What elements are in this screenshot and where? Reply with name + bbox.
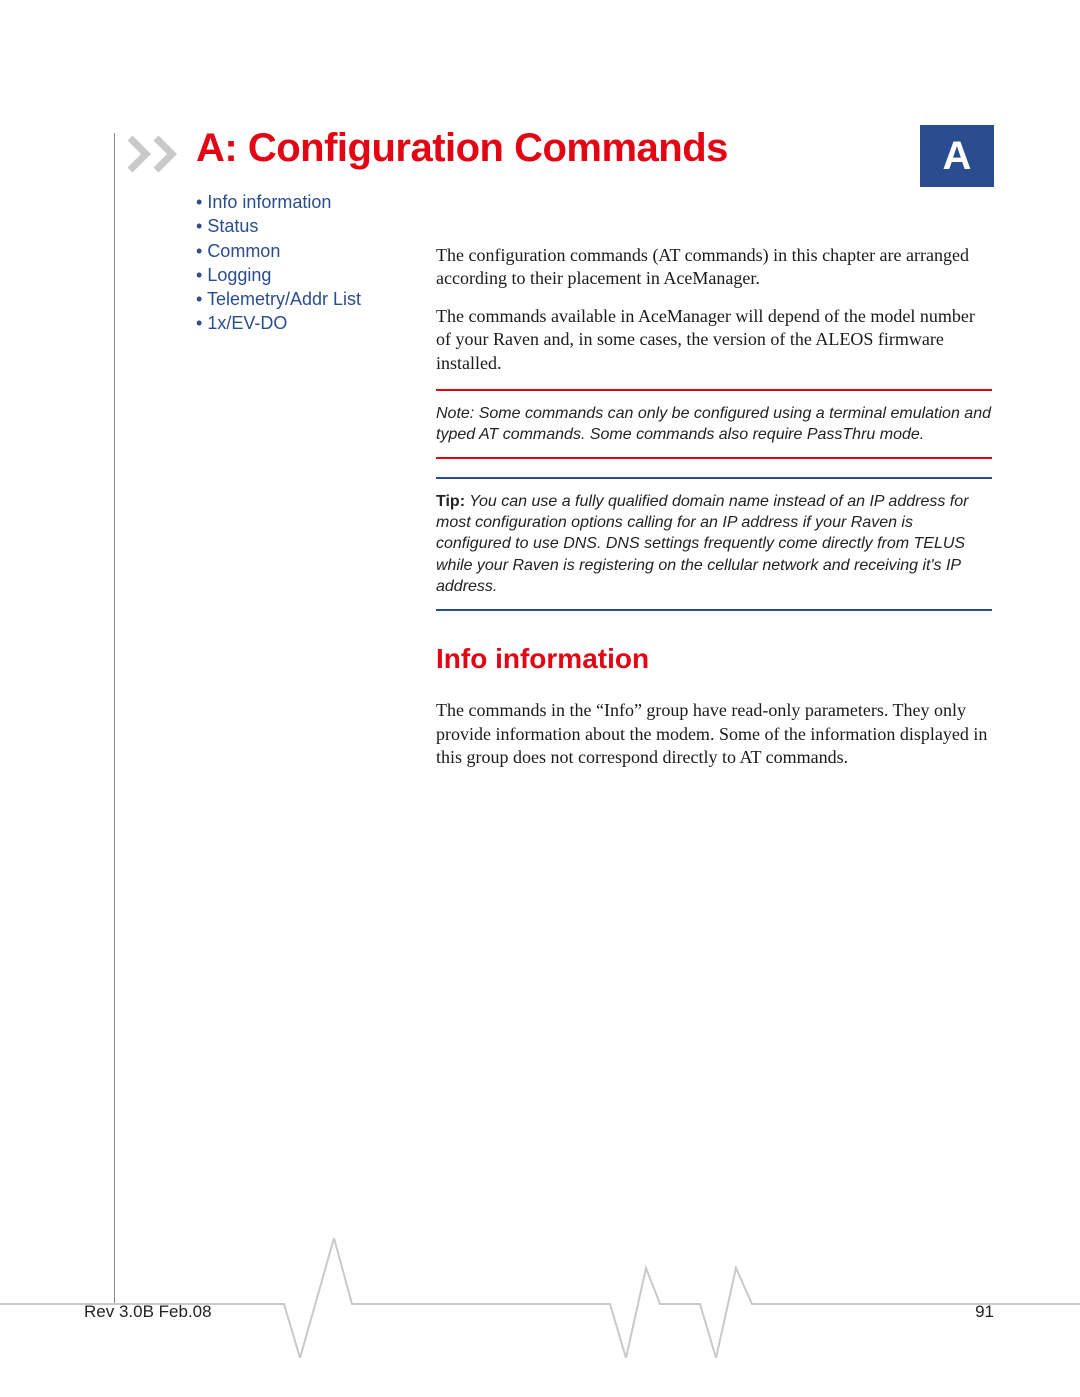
section-heading: Info information — [436, 641, 992, 677]
toc-item: Logging — [196, 263, 361, 287]
toc-link-1x-evdo[interactable]: 1x/EV-DO — [207, 313, 287, 333]
toc-link-status[interactable]: Status — [207, 216, 258, 236]
body-paragraph: The commands in the “Info” group have re… — [436, 699, 992, 769]
note-text: Some commands can only be configured usi… — [436, 405, 991, 443]
appendix-letter: A — [943, 134, 972, 179]
toc-item: Telemetry/Addr List — [196, 287, 361, 311]
chevron-right-icon — [126, 134, 188, 179]
footer: Rev 3.0B Feb.08 91 — [84, 1302, 994, 1322]
toc-item: Common — [196, 239, 361, 263]
note-callout: Note: Some commands can only be configur… — [436, 389, 992, 459]
tip-text: You can use a fully qualified domain nam… — [436, 493, 968, 594]
tip-callout: Tip: You can use a fully qualified domai… — [436, 477, 992, 611]
ekg-waveform-icon — [0, 1238, 1080, 1358]
body-column: The configuration commands (AT commands)… — [436, 244, 992, 783]
toc-item: 1x/EV-DO — [196, 311, 361, 335]
tip-label: Tip: — [436, 493, 465, 510]
body-paragraph: The commands available in AceManager wil… — [436, 305, 992, 375]
page-title: A: Configuration Commands — [196, 126, 728, 171]
appendix-tab: A — [920, 125, 994, 187]
note-label: Note: — [436, 405, 474, 422]
footer-rev: Rev 3.0B Feb.08 — [84, 1302, 212, 1322]
toc-link-info[interactable]: Info information — [207, 192, 331, 212]
vertical-gutter-rule — [114, 133, 115, 1303]
body-paragraph: The configuration commands (AT commands)… — [436, 244, 992, 291]
toc: Info information Status Common Logging T… — [196, 190, 361, 336]
footer-page-number: 91 — [975, 1302, 994, 1322]
toc-link-common[interactable]: Common — [207, 241, 280, 261]
toc-link-telemetry[interactable]: Telemetry/Addr List — [207, 289, 361, 309]
toc-link-logging[interactable]: Logging — [207, 265, 271, 285]
toc-item: Info information — [196, 190, 361, 214]
page: A: Configuration Commands A Info informa… — [0, 0, 1080, 1397]
toc-item: Status — [196, 214, 361, 238]
